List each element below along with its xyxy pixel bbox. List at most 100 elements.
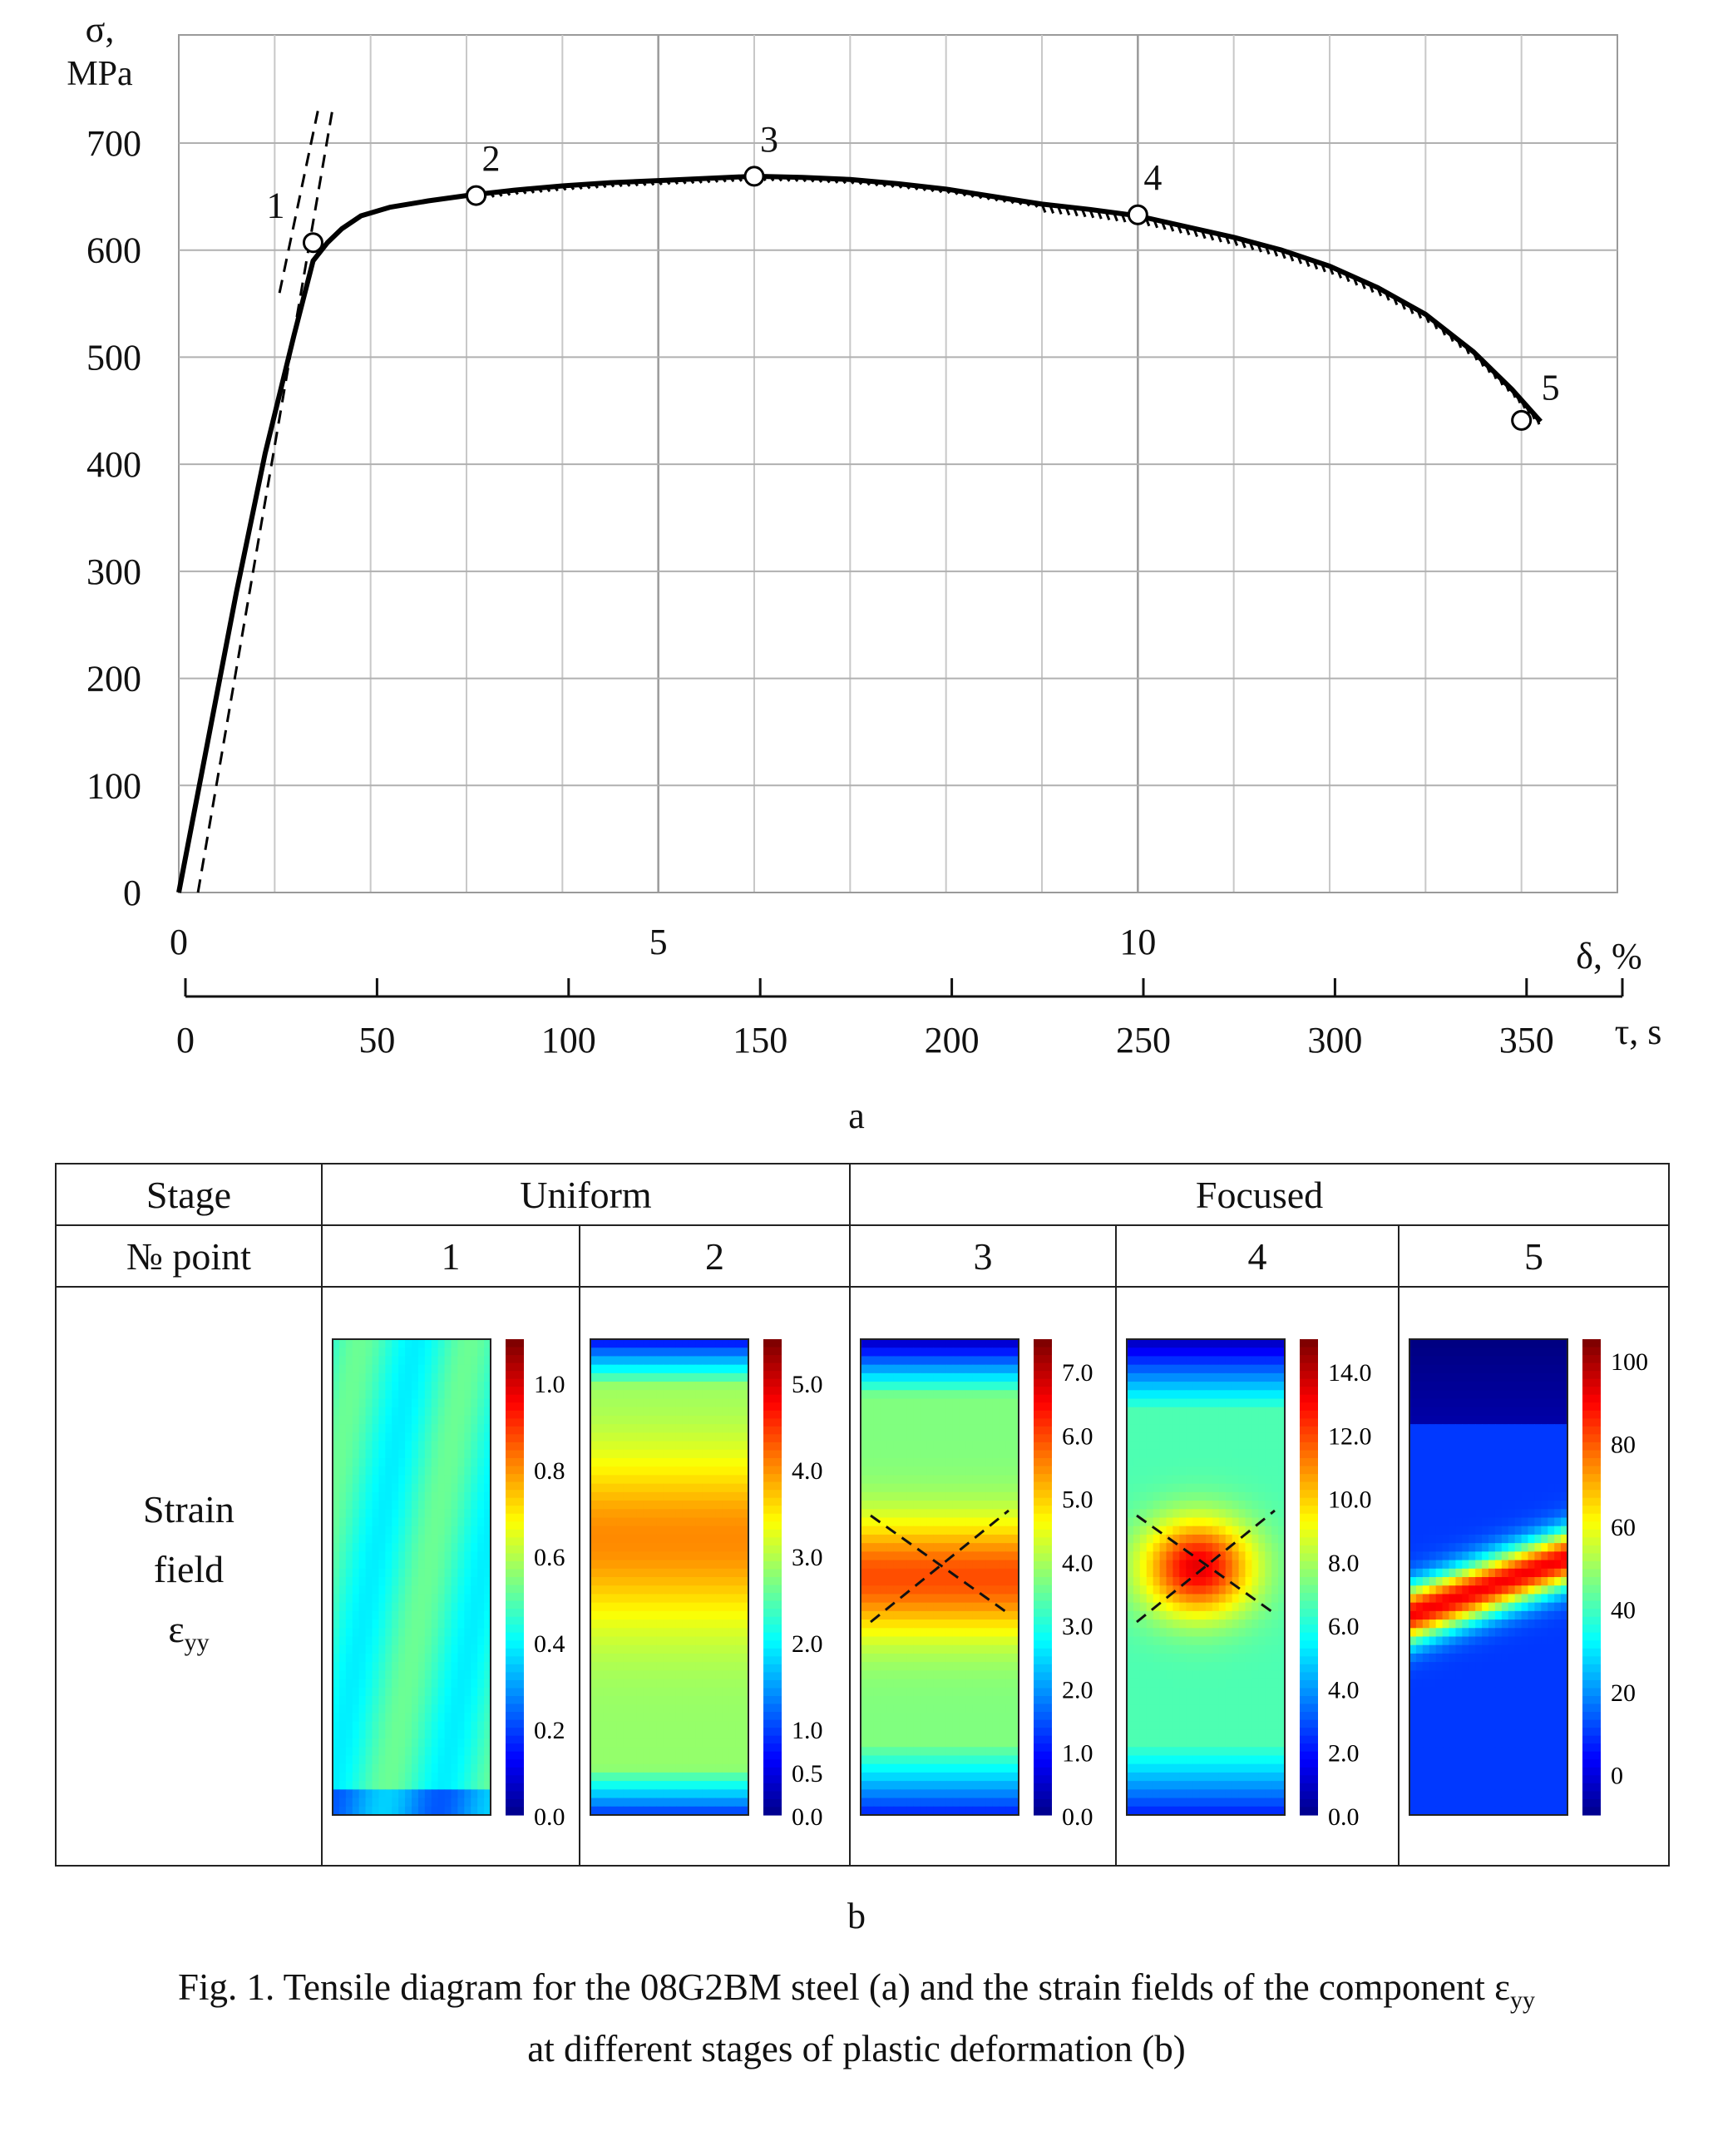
field-cell-pixel: [900, 1687, 908, 1697]
field-cell-pixel: [742, 1644, 749, 1654]
field-cell-pixel: [451, 1644, 459, 1654]
field-cell-pixel: [623, 1501, 631, 1510]
field-cell-pixel: [893, 1568, 901, 1578]
field-cell-pixel: [945, 1526, 954, 1535]
field-cell-pixel: [1172, 1382, 1180, 1391]
field-cell-pixel: [484, 1772, 491, 1782]
field-cell-pixel: [424, 1398, 432, 1408]
field-cell-pixel: [338, 1729, 347, 1739]
field-cell-pixel: [616, 1806, 624, 1816]
field-cell-pixel: [735, 1466, 743, 1476]
field-cell-pixel: [656, 1491, 664, 1501]
colorbar-segment: [763, 1569, 782, 1578]
field-cell-pixel: [979, 1747, 987, 1757]
field-cell-pixel: [616, 1407, 624, 1417]
field-cell-pixel: [715, 1806, 723, 1816]
colorbar-segment: [506, 1513, 524, 1522]
field-cell-pixel: [708, 1781, 717, 1790]
field-cell-pixel: [965, 1679, 974, 1689]
field-cell-pixel: [742, 1483, 749, 1493]
field-cell-pixel: [972, 1543, 980, 1552]
field-cell-pixel: [385, 1551, 392, 1561]
field-cell-pixel: [338, 1687, 347, 1697]
field-cell-pixel: [695, 1517, 703, 1527]
field-cell-pixel: [358, 1390, 367, 1400]
field-cell-pixel: [735, 1610, 743, 1620]
field-cell-pixel: [1206, 1372, 1213, 1382]
field-cell-pixel: [920, 1348, 927, 1357]
field-cell-pixel: [708, 1789, 717, 1799]
colorbar-segment: [1034, 1775, 1053, 1784]
colorbar-segment: [1034, 1545, 1053, 1554]
field-cell-pixel: [886, 1551, 895, 1561]
field-cell-pixel: [1212, 1483, 1220, 1493]
strain-field-map-3: 7.06.05.04.03.02.01.00.0: [860, 1338, 1093, 1831]
field-cell-pixel: [992, 1696, 1000, 1705]
field-cell-pixel: [880, 1390, 888, 1400]
field-cell-pixel: [952, 1653, 960, 1663]
field-cell-pixel: [484, 1509, 491, 1519]
field-cell-pixel: [1159, 1339, 1168, 1348]
colorbar-segment: [506, 1672, 524, 1681]
field-cell-pixel: [616, 1619, 624, 1629]
field-cell-pixel: [464, 1348, 471, 1357]
field-cell-pixel: [338, 1501, 347, 1510]
field-cell-pixel: [378, 1372, 386, 1382]
field-cell-pixel: [972, 1534, 980, 1544]
field-cell-pixel: [861, 1398, 868, 1408]
field-cell-pixel: [629, 1517, 638, 1527]
field-cell-pixel: [1172, 1509, 1180, 1519]
field-cell-pixel: [893, 1721, 901, 1731]
field-cell-pixel: [920, 1441, 927, 1451]
field-cell-pixel: [437, 1577, 446, 1586]
field-cell-pixel: [1232, 1390, 1240, 1400]
field-cell-pixel: [715, 1483, 723, 1493]
field-cell-pixel: [477, 1789, 485, 1799]
field-cell-pixel: [1199, 1458, 1207, 1467]
field-cell-pixel: [1012, 1653, 1019, 1663]
field-cell-pixel: [972, 1763, 980, 1773]
field-cell-pixel: [866, 1636, 875, 1646]
field-cell-pixel: [979, 1458, 987, 1467]
field-cell-pixel: [663, 1696, 670, 1705]
field-cell-pixel: [603, 1670, 611, 1680]
field-cell-pixel: [992, 1721, 1000, 1731]
field-cell-pixel: [742, 1526, 749, 1535]
field-cell-pixel: [1005, 1364, 1013, 1374]
field-cell-pixel: [959, 1619, 967, 1629]
field-cell-pixel: [689, 1602, 697, 1612]
field-cell-pixel: [940, 1526, 947, 1535]
field-cell-pixel: [1192, 1458, 1200, 1467]
colorbar-segment: [506, 1426, 524, 1435]
field-cell-pixel: [873, 1517, 881, 1527]
field-cell-pixel: [715, 1509, 723, 1519]
field-cell-pixel: [477, 1738, 485, 1748]
field-cell-pixel: [728, 1610, 736, 1620]
field-cell-pixel: [610, 1390, 618, 1400]
field-cell-pixel: [1192, 1491, 1200, 1501]
field-cell-pixel: [1218, 1398, 1227, 1408]
field-cell-pixel: [886, 1577, 895, 1586]
field-cell-pixel: [417, 1339, 426, 1348]
field-cell-pixel: [715, 1382, 723, 1391]
field-cell-pixel: [417, 1636, 426, 1646]
field-cell-pixel: [412, 1704, 419, 1714]
field-cell-pixel: [603, 1781, 611, 1790]
field-cell-pixel: [715, 1543, 723, 1552]
field-cell-pixel: [1179, 1560, 1187, 1570]
field-cell-pixel: [900, 1356, 908, 1366]
field-cell-pixel: [999, 1679, 1006, 1689]
field-cell-pixel: [965, 1475, 974, 1485]
field-cell-pixel: [431, 1407, 439, 1417]
field-cell-pixel: [1159, 1348, 1168, 1357]
field-cell-pixel: [333, 1475, 340, 1485]
field-cell-pixel: [333, 1781, 340, 1790]
field-cell-pixel: [728, 1687, 736, 1697]
field-cell-pixel: [708, 1339, 717, 1348]
field-cell-pixel: [590, 1781, 598, 1790]
field-cell-pixel: [952, 1501, 960, 1510]
field-cell-pixel: [405, 1772, 412, 1782]
field-cell-pixel: [412, 1364, 419, 1374]
field-cell-pixel: [999, 1763, 1006, 1773]
field-cell-pixel: [431, 1628, 439, 1638]
